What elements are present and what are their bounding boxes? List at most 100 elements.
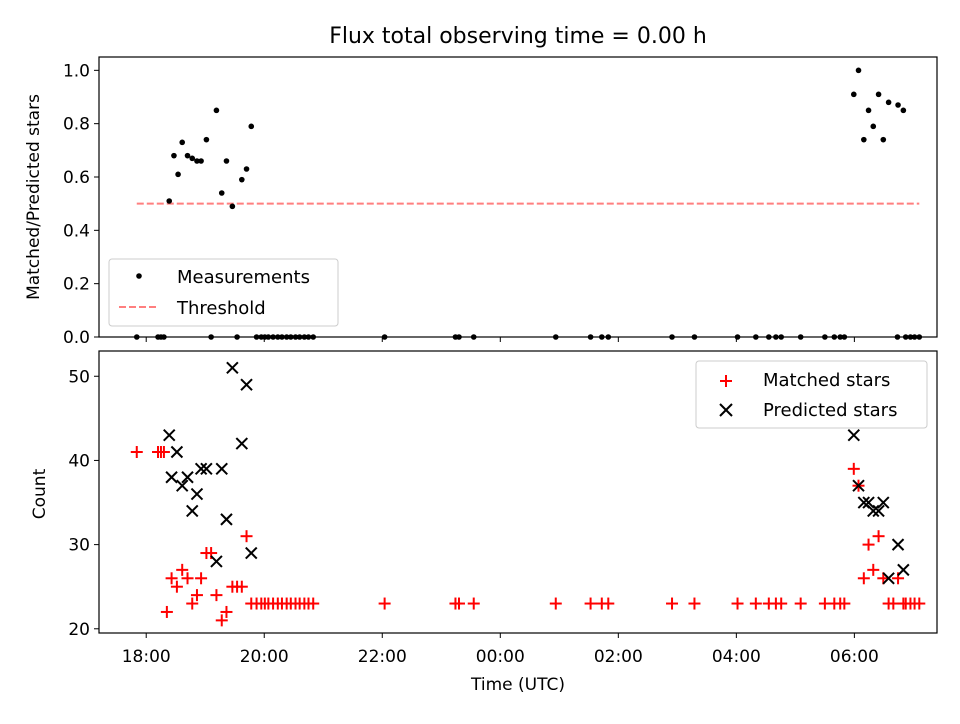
predicted-x-b (181, 471, 194, 484)
predicted-star-point (215, 462, 228, 476)
predicted-star-point (226, 361, 239, 375)
measurement-point (171, 152, 177, 159)
bottom-y-axis: 20 30 40 50 (68, 367, 99, 640)
matched-star-point (867, 563, 880, 576)
matched-star-point (240, 530, 253, 543)
predicted-x-b (186, 504, 199, 518)
predicted-x-b (245, 546, 258, 560)
bottom-y-tick-label: 40 (68, 451, 90, 471)
matched-star-point (157, 446, 170, 459)
predicted-star-point (872, 504, 885, 518)
measurement-point (880, 136, 887, 143)
measurement-point (239, 176, 245, 183)
predicted-star-point (163, 428, 176, 442)
top-y-tick-label: 0.8 (63, 115, 90, 135)
measurement-point (875, 91, 882, 98)
measurement-point (213, 107, 220, 114)
predicted-x-b (165, 471, 178, 484)
matched-star-point (775, 597, 788, 610)
predicted-star-point (852, 479, 865, 492)
predicted-x-b (176, 479, 189, 492)
x-tick-label: 02:00 (594, 647, 643, 667)
measurement-point (218, 190, 225, 196)
predicted-star-point (847, 428, 860, 442)
bottom-y-tick-label: 20 (68, 620, 90, 640)
legend-matched-label: Matched stars (763, 370, 890, 391)
measurement-point (865, 107, 872, 114)
predicted-star-point (862, 496, 875, 509)
matched-star-point (130, 446, 143, 459)
predicted-x-b (190, 487, 204, 501)
measurement-point (229, 203, 236, 210)
predicted-star-point (186, 504, 199, 518)
matched-star-point (467, 597, 480, 610)
matched-star-point (452, 597, 465, 610)
x-tick-label: 18:00 (122, 647, 171, 667)
x-tick-label: 04:00 (712, 647, 761, 667)
measurement-point (870, 123, 877, 130)
measurement-point (166, 198, 173, 204)
matched-star-point (235, 580, 248, 593)
legend-measurements-marker (136, 273, 142, 279)
top-y-axis: 0.0 0.2 0.4 0.6 0.8 1.0 (63, 61, 99, 348)
measurement-point (248, 123, 255, 130)
predicted-star-point (867, 504, 880, 518)
x-tick-label: 00:00 (476, 647, 525, 667)
top-y-axis-label: Matched/Predicted stars (24, 94, 44, 300)
matched-star-point (857, 572, 870, 585)
predicted-x-b (170, 445, 184, 459)
legend-predicted-marker (719, 403, 733, 417)
predicted-x-b (226, 361, 239, 375)
chart-title: Flux total observing time = 0.00 h (329, 24, 707, 49)
matched-star-point (731, 597, 744, 610)
matched-star-point (838, 597, 851, 610)
predicted-star-point (190, 487, 204, 501)
predicted-star-point (897, 563, 910, 577)
top-y-tick-label: 0.6 (63, 168, 90, 188)
measurement-point (861, 136, 867, 143)
matched-star-point (190, 589, 203, 602)
predicted-star-point (891, 538, 905, 551)
predicted-star-point (882, 572, 895, 585)
matched-star-point (170, 580, 183, 593)
predicted-x-b (235, 437, 249, 450)
measurement-point (223, 158, 230, 164)
predicted-x-b (897, 563, 910, 577)
bottom-axes-frame (98, 350, 938, 634)
legend-matched-marker (720, 375, 732, 387)
predicted-star-point (170, 445, 184, 459)
predicted-x-b (194, 462, 208, 476)
predicted-x-b (872, 504, 885, 518)
measurement-point (895, 102, 901, 108)
matched-star-point (688, 597, 701, 610)
predicted-star-point (181, 471, 194, 484)
predicted-star-point (877, 496, 890, 509)
bottom-x-axis: 18:00 20:00 22:00 00:00 02:00 04:00 06:00 (122, 633, 879, 667)
matched-star-point (602, 597, 615, 610)
matched-star-point (220, 605, 233, 618)
matched-star-point (181, 572, 194, 585)
matched-star-point (165, 572, 178, 585)
bottom-panel: 20 30 40 50 18:00 20:00 22:00 00:00 02:00 04:00 0… (30, 350, 938, 695)
top-y-tick-label: 1.0 (63, 61, 90, 81)
predicted-star-point (194, 462, 208, 476)
predicted-x-b (200, 462, 213, 476)
matched-star-point (749, 597, 762, 610)
predicted-x-b (220, 513, 233, 526)
measurement-point (885, 99, 892, 106)
measurement-point (179, 139, 186, 146)
x-tick-label: 06:00 (830, 647, 879, 667)
bottom-y-axis-label: Count (30, 468, 50, 519)
measurement-point (850, 91, 857, 98)
matched-star-point (160, 605, 173, 618)
top-axes-frame (98, 56, 938, 338)
predicted-x-b (857, 496, 871, 509)
measurement-point (184, 152, 191, 159)
matched-star-point (862, 538, 875, 551)
top-y-tick-label: 0.0 (63, 328, 90, 348)
predicted-x-b (862, 496, 875, 509)
matched-star-point (887, 597, 900, 610)
predicted-star-point (210, 555, 223, 568)
matched-star-point (195, 572, 208, 585)
predicted-x-b (891, 538, 905, 551)
